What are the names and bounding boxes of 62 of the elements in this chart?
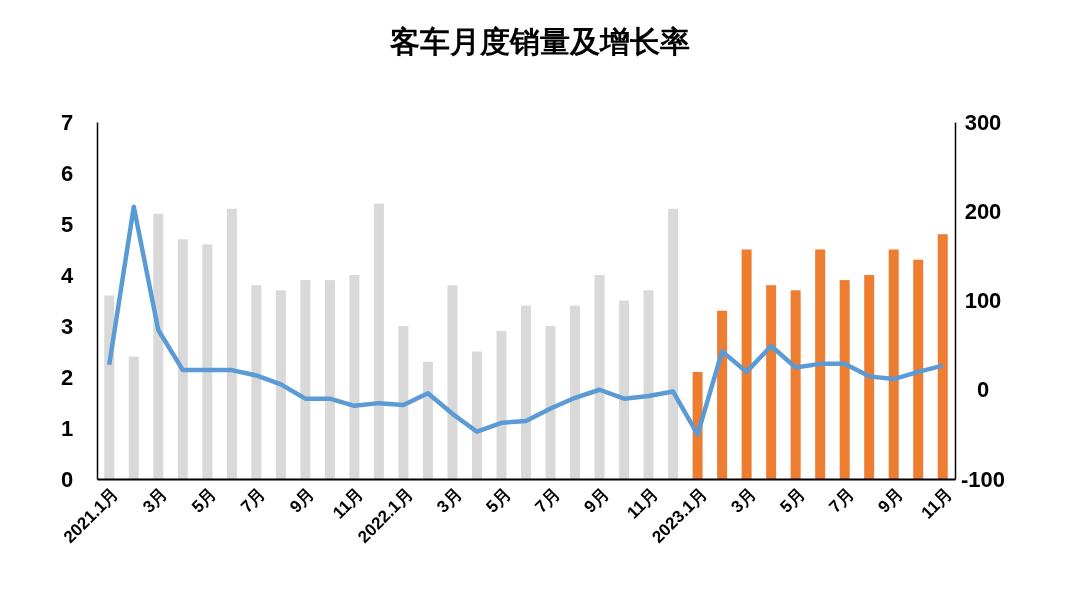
chart-title: 客车月度销量及增长率: [389, 24, 690, 59]
y-tick-label: 2: [60, 364, 74, 390]
y2-tick-label: 300: [964, 109, 1002, 135]
x-tick-label: 5月: [776, 484, 809, 517]
y-tick-label: 0: [60, 466, 74, 492]
bar: [177, 239, 188, 479]
bar: [741, 249, 752, 479]
y-tick-label: 4: [60, 262, 74, 288]
bar: [251, 285, 262, 479]
x-tick-label: 3月: [727, 484, 760, 517]
bar: [398, 326, 409, 479]
y2-tick-label: 200: [964, 198, 1002, 224]
bar: [717, 310, 728, 479]
line-series: [107, 204, 945, 437]
bar: [937, 234, 948, 479]
bar: [668, 208, 679, 479]
x-tick-label: 9月: [874, 484, 907, 517]
bar: [913, 259, 924, 479]
bar: [373, 203, 384, 479]
x-tick-label: 3月: [139, 484, 172, 517]
y-tick-label: 3: [60, 313, 74, 339]
y-tick-label: 6: [60, 160, 74, 186]
bar: [643, 290, 654, 479]
x-tick-label: 3月: [433, 484, 466, 517]
bar: [447, 285, 458, 479]
bar: [815, 249, 826, 479]
bar: [300, 280, 311, 479]
y-tick-label: 7: [60, 109, 74, 135]
x-tick-label: 5月: [482, 484, 515, 517]
y2-tick-label: 100: [964, 288, 1002, 314]
y-tick-label: 1: [60, 415, 74, 441]
bar: [496, 331, 507, 479]
bar: [153, 213, 164, 479]
bar: [471, 351, 482, 479]
bar: [570, 305, 581, 479]
bar: [864, 275, 875, 479]
bar: [594, 275, 605, 479]
bar: [619, 300, 630, 479]
x-tick-label: 7月: [825, 484, 858, 517]
bar: [888, 249, 899, 479]
x-tick-label: 7月: [237, 484, 270, 517]
bar: [324, 280, 335, 479]
y2-tick-label: 0: [976, 377, 990, 403]
x-tick-label: 9月: [286, 484, 319, 517]
bar: [128, 356, 139, 479]
bar: [104, 295, 115, 479]
bar: [422, 361, 433, 479]
bar: [202, 244, 213, 479]
bar: [790, 290, 801, 479]
x-tick-label: 5月: [188, 484, 221, 517]
bar: [226, 208, 237, 479]
x-tick-label: 7月: [531, 484, 564, 517]
bar: [349, 275, 360, 479]
y-tick-label: 5: [60, 211, 74, 237]
bar: [766, 285, 777, 479]
bar: [521, 305, 531, 479]
bar: [545, 326, 556, 479]
x-tick-label: 11月: [917, 484, 956, 523]
bar: [839, 280, 850, 479]
bar: [275, 290, 286, 479]
x-tick-label: 9月: [580, 484, 613, 517]
y2-tick-label: -100: [960, 466, 1006, 492]
